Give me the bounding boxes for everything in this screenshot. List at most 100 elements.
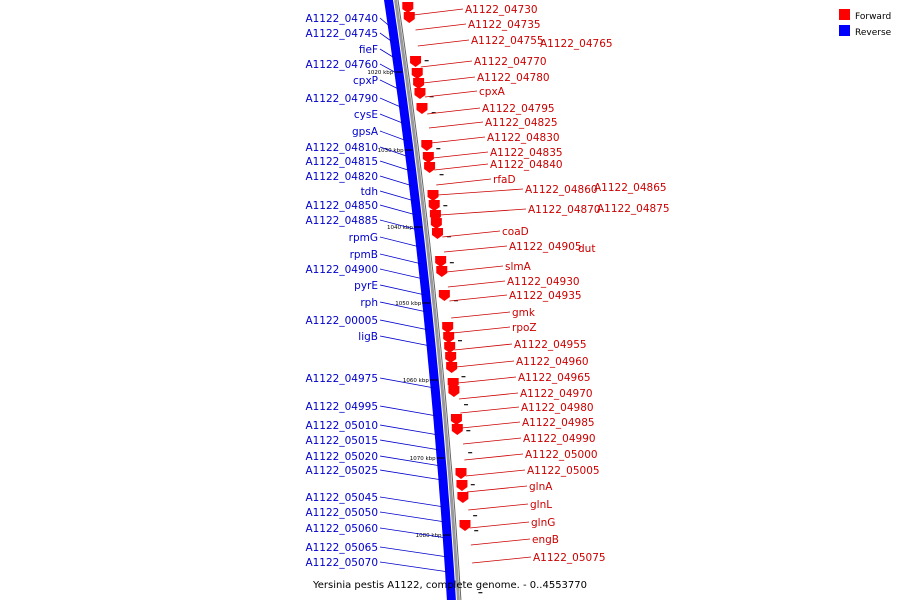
forward-gene-arrow bbox=[446, 362, 458, 373]
reverse-leader-line bbox=[379, 63, 399, 75]
forward-gene-label: A1122_05005 bbox=[527, 465, 600, 477]
tick-label: 1080 kbp bbox=[416, 533, 442, 539]
minor-feature bbox=[424, 60, 429, 62]
reverse-leader-line bbox=[379, 253, 422, 265]
forward-leader-line bbox=[470, 538, 531, 546]
forward-leader-line bbox=[452, 326, 511, 334]
reverse-gene-label: A1122_04820 bbox=[305, 171, 378, 183]
minor-feature bbox=[436, 148, 441, 150]
forward-gene-label: A1122_04990 bbox=[523, 433, 596, 445]
forward-gene-arrow bbox=[411, 68, 423, 79]
reverse-leader-line bbox=[379, 130, 408, 142]
tick-label: 1040 kbp bbox=[387, 225, 413, 231]
reverse-gene-label: A1122_05060 bbox=[305, 523, 378, 535]
reverse-leader-line bbox=[379, 236, 421, 248]
reverse-gene-label: A1122_04995 bbox=[305, 401, 378, 413]
reverse-leader-line bbox=[379, 113, 406, 125]
reverse-leader-line bbox=[379, 284, 426, 296]
reverse-leader-line bbox=[379, 319, 429, 331]
minor-feature bbox=[468, 452, 473, 454]
forward-gene-label: A1122_04830 bbox=[487, 132, 560, 144]
reverse-leader-line bbox=[379, 219, 419, 231]
forward-gene-label: engB bbox=[532, 534, 559, 546]
minor-feature bbox=[429, 96, 434, 98]
minor-feature bbox=[449, 262, 454, 264]
forward-leader-line bbox=[462, 437, 522, 445]
forward-gene-label: coaD bbox=[502, 226, 529, 238]
forward-gene-label: A1122_04770 bbox=[474, 56, 547, 68]
reverse-leader-line bbox=[379, 511, 446, 523]
reverse-leader-line bbox=[379, 546, 449, 558]
reverse-leader-line bbox=[379, 79, 401, 91]
reverse-gene-label: A1122_04850 bbox=[305, 200, 378, 212]
minor-feature bbox=[431, 112, 436, 114]
forward-gene-label: A1122_04780 bbox=[477, 72, 550, 84]
reverse-gene-label: A1122_04815 bbox=[305, 156, 378, 168]
forward-gene-arrow bbox=[410, 56, 422, 67]
reverse-gene-label: A1122_04790 bbox=[305, 93, 378, 105]
reverse-gene-label: tdh bbox=[361, 186, 378, 198]
minor-feature bbox=[457, 340, 462, 342]
reverse-gene-label: A1122_05050 bbox=[305, 507, 378, 519]
legend-swatch-reverse bbox=[839, 25, 850, 36]
reverse-gene-label: A1122_04975 bbox=[305, 373, 378, 385]
forward-gene-arrow bbox=[448, 386, 460, 397]
gene-labels: A1122_04740 A1122_04745 fieF A1122_04760cpx… bbox=[305, 4, 670, 573]
forward-gene-label: rpoZ bbox=[512, 322, 537, 334]
reverse-gene-label: A1122_05020 bbox=[305, 451, 378, 463]
forward-leader-line bbox=[459, 392, 519, 400]
forward-leader-line bbox=[469, 521, 530, 529]
forward-gene-label: A1122_04965 bbox=[518, 372, 591, 384]
minor-feature bbox=[464, 404, 469, 406]
forward-gene-label: gmk bbox=[512, 307, 536, 319]
forward-gene-arrow bbox=[432, 228, 444, 239]
reverse-gene-label: A1122_05070 bbox=[305, 557, 378, 569]
forward-gene-arrow bbox=[442, 322, 454, 333]
forward-leader-line bbox=[454, 343, 513, 351]
reverse-gene-label: A1122_04885 bbox=[305, 215, 378, 227]
forward-gene-arrow bbox=[451, 424, 463, 435]
forward-leader-line bbox=[466, 485, 528, 493]
forward-gene-label: glnG bbox=[531, 517, 555, 529]
forward-leader-line bbox=[415, 23, 467, 31]
reverse-gene-label: A1122_04740 bbox=[305, 13, 378, 25]
reverse-gene-label: A1122_00005 bbox=[305, 315, 378, 327]
forward-gene-label: A1122_04935 bbox=[509, 290, 582, 302]
forward-gene-label: A1122_04930 bbox=[507, 276, 580, 288]
reverse-gene-label: rph bbox=[360, 297, 378, 309]
forward-leader-line bbox=[434, 163, 489, 171]
reverse-gene-label: fieF bbox=[359, 44, 378, 56]
reverse-leader-line bbox=[379, 469, 443, 481]
forward-gene-arrow bbox=[403, 12, 415, 23]
forward-leader-line bbox=[442, 230, 501, 238]
genome-backbone-line bbox=[394, 0, 460, 600]
forward-leader-line bbox=[465, 469, 526, 477]
reverse-gene-label: pyrE bbox=[354, 280, 378, 292]
reverse-gene-label: A1122_05010 bbox=[305, 420, 378, 432]
forward-gene-arrow bbox=[414, 88, 426, 99]
reverse-gene-label: A1122_04900 bbox=[305, 264, 378, 276]
minor-feature bbox=[474, 530, 479, 532]
reverse-gene-label: cysE bbox=[354, 109, 378, 121]
forward-gene-label: A1122_04875 bbox=[597, 203, 670, 215]
minor-feature bbox=[478, 592, 483, 594]
forward-gene-label: A1122_04960 bbox=[516, 356, 589, 368]
forward-gene-label: glnA bbox=[529, 481, 553, 493]
minor-feature bbox=[439, 174, 444, 176]
forward-gene-label: A1122_04730 bbox=[465, 4, 538, 16]
forward-gene-label: A1122_04825 bbox=[485, 117, 558, 129]
reverse-leader-line bbox=[379, 17, 393, 29]
genome-backbone-edge bbox=[397, 0, 462, 600]
forward-gene-label: cpxA bbox=[479, 86, 506, 98]
forward-leader-line bbox=[428, 121, 484, 129]
reverse-gene-label: gpsA bbox=[352, 126, 379, 138]
forward-gene-label: A1122_04765 bbox=[540, 38, 613, 50]
tick-label: 1020 kbp bbox=[367, 70, 393, 76]
reverse-gene-label: A1122_05065 bbox=[305, 542, 378, 554]
forward-gene-arrow bbox=[435, 256, 447, 267]
forward-gene-arrow bbox=[459, 520, 471, 531]
forward-gene-arrow bbox=[457, 492, 469, 503]
forward-gene-arrow bbox=[428, 200, 440, 211]
forward-gene-arrow bbox=[402, 2, 414, 13]
